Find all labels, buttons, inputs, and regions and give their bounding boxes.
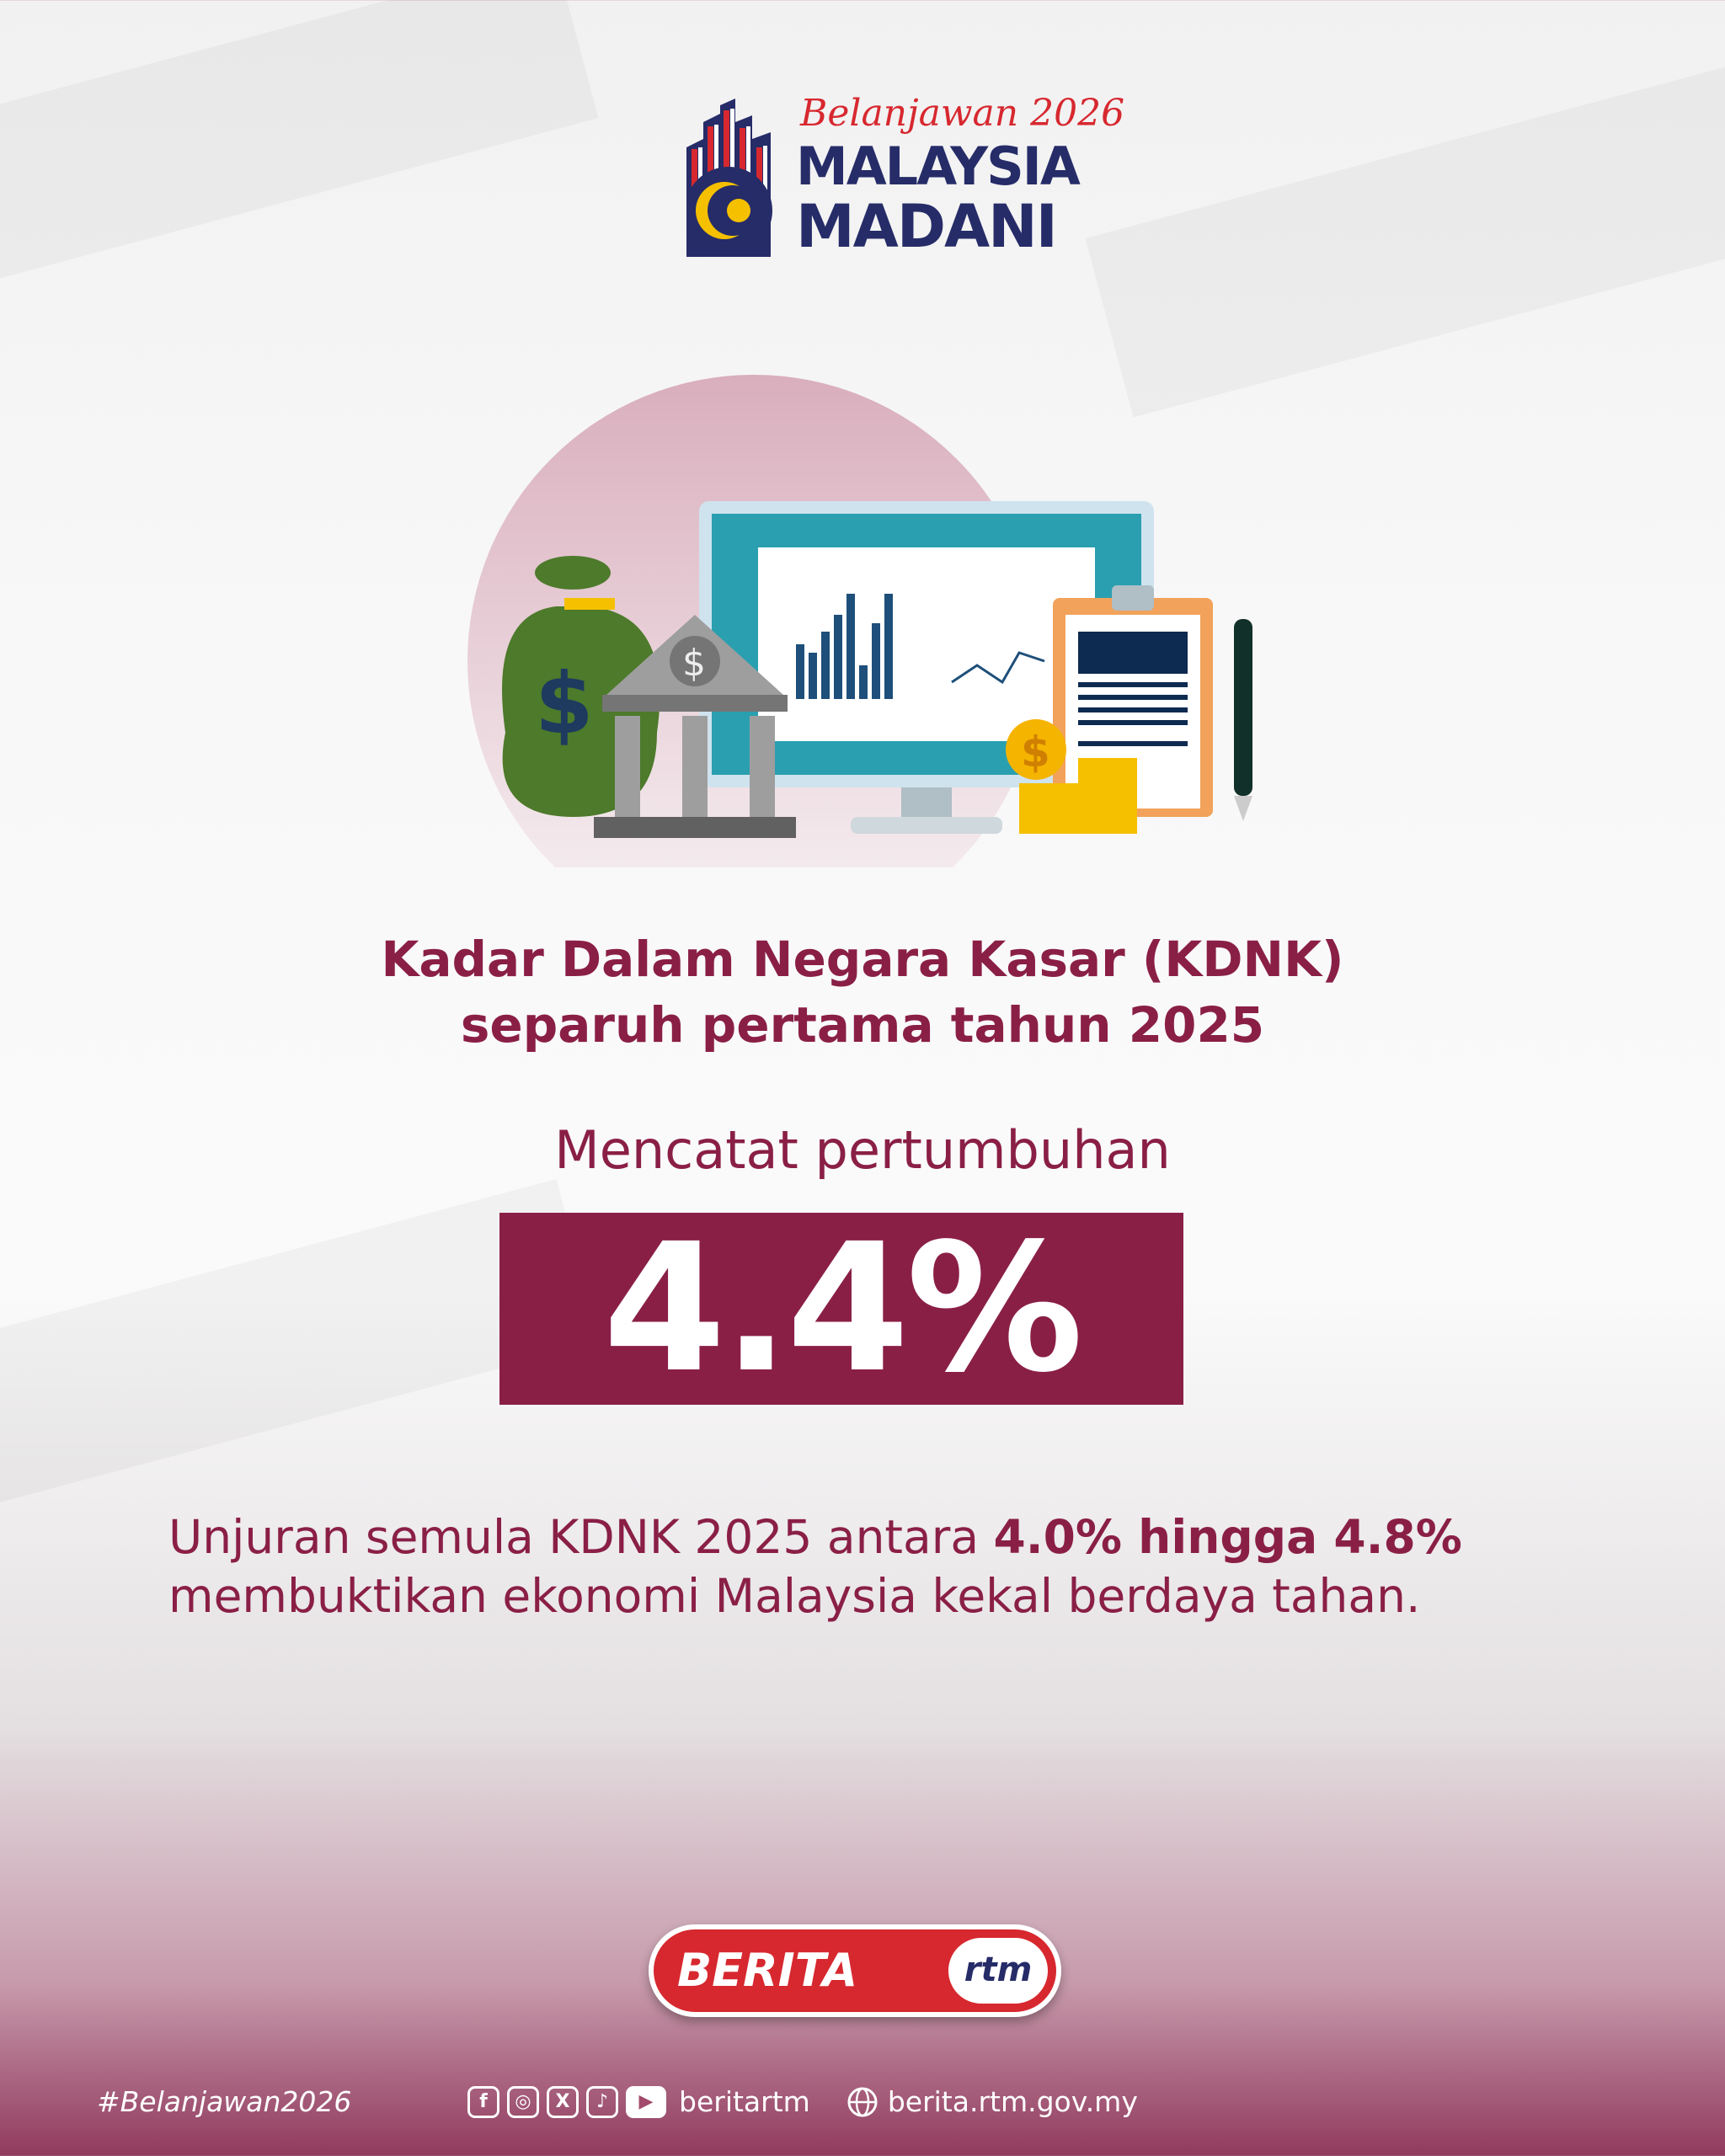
logo-line1: MALAYSIA [796, 136, 1081, 197]
logo-text: Belanjawan 2026 MALAYSIA MADANI [796, 89, 1124, 258]
malaysia-madani-logo: Belanjawan 2026 MALAYSIA MADANI [686, 92, 1124, 261]
footer: #Belanjawan2026 f ◎ X ♪ ▶ beritartm berita.r… [97, 2084, 1655, 2121]
madani-emblem-icon [686, 99, 772, 257]
svg-text:$: $ [682, 642, 706, 685]
headline-line2: separuh pertama tahun 2025 [460, 996, 1265, 1054]
pen-icon [1234, 619, 1252, 821]
globe-icon [844, 2084, 881, 2121]
globe-icon-glyph [847, 2087, 878, 2117]
paragraph-line2: membuktikan ekonomi Malaysia kekal berda… [168, 1569, 1421, 1623]
instagram-icon[interactable]: ◎ [507, 2086, 539, 2118]
economy-illustration: $ $ $ [467, 375, 1252, 867]
rtm-text: rtm [964, 1951, 1033, 1989]
paragraph-range: 4.0% hingga 4.8% [993, 1510, 1462, 1564]
svg-text:$: $ [1021, 728, 1050, 776]
logo-line2: MADANI [796, 192, 1058, 261]
x-icon[interactable]: X [547, 2086, 579, 2118]
headline-line1: Kadar Dalam Negara Kasar (KDNK) [381, 931, 1344, 988]
bank-building-icon: $ [594, 615, 796, 838]
hashtag: #Belanjawan2026 [97, 2085, 352, 2118]
youtube-icon[interactable]: ▶ [626, 2086, 666, 2118]
projection-paragraph: Unjuran semula KDNK 2025 antara 4.0% hin… [168, 1508, 1600, 1625]
tiktok-icon[interactable]: ♪ [586, 2086, 618, 2118]
monitor-icon [699, 501, 1154, 834]
paragraph-text: Unjuran semula KDNK 2025 antara [168, 1510, 994, 1564]
coins-icon: $ [1006, 719, 1137, 834]
social-handle[interactable]: beritartm [679, 2085, 810, 2118]
logo-script: Belanjawan 2026 [800, 92, 1125, 135]
social-links: f ◎ X ♪ ▶ [467, 2086, 674, 2118]
berita-rtm-logo: BERITA rtm [649, 1924, 1061, 2017]
svg-text:$: $ [535, 654, 594, 753]
website-link[interactable]: berita.rtm.gov.my [887, 2085, 1138, 2118]
rtm-badge: rtm [943, 1933, 1053, 2009]
growth-value-box: 4.4% [499, 1213, 1183, 1405]
subheading: Mencatat pertumbuhan [554, 1119, 1171, 1181]
berita-text: BERITA [677, 1944, 858, 1997]
facebook-icon[interactable]: f [467, 2086, 499, 2118]
headline: Kadar Dalam Negara Kasar (KDNK) separuh … [0, 926, 1725, 1058]
